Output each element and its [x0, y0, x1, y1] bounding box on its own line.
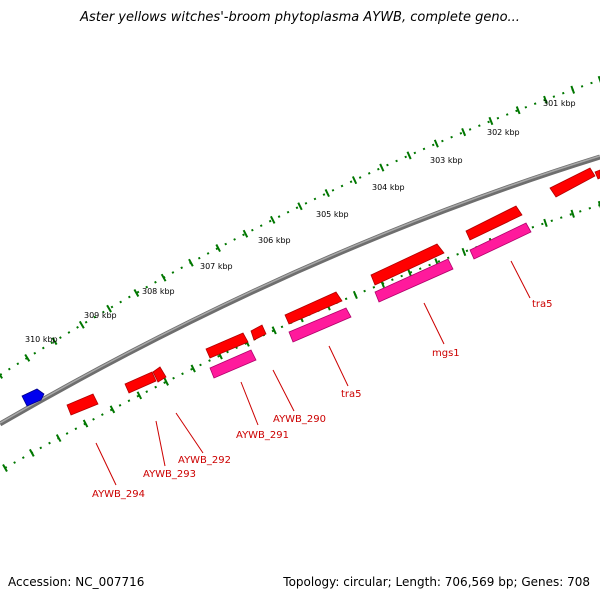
ruler-tick: [543, 218, 548, 227]
ruler-tick: [407, 268, 413, 277]
gene-label: AYWB_291: [236, 430, 289, 441]
genome-backbone: [0, 154, 600, 427]
ruler-tick: [297, 202, 303, 211]
ruler-tick: [215, 244, 221, 253]
tick-label: 302 kbp: [487, 128, 520, 137]
ruler-tick: [570, 85, 576, 94]
gene-label: AYWB_294: [92, 489, 145, 500]
gene-labels: tra5 mgs1 tra5 AYWB_290 AYWB_291 AYWB_29…: [92, 299, 553, 500]
ruler-tick: [597, 75, 600, 84]
cds-features: [209, 222, 532, 379]
cds-arrow[interactable]: [374, 258, 454, 303]
gene-arrow[interactable]: [370, 243, 445, 286]
gene-arrow[interactable]: [205, 332, 249, 359]
ruler-tick: [597, 200, 600, 209]
ruler-tick: [51, 337, 58, 346]
gene-arrow[interactable]: [549, 167, 596, 198]
accession-text: Accession: NC_007716: [8, 575, 145, 589]
topology-text: Topology: circular; Length: 706,569 bp; …: [283, 575, 590, 589]
ruler-tick: [136, 391, 143, 400]
gene-label: AYWB_290: [273, 414, 326, 425]
gene-arrow[interactable]: [594, 169, 600, 180]
ruler-tick: [106, 304, 112, 313]
tick-label: 303 kbp: [430, 156, 463, 165]
gene-arrow[interactable]: [284, 291, 343, 325]
tick-labels: 301 kbp 302 kbp 303 kbp 304 kbp 305 kbp …: [25, 99, 576, 344]
gene-arrow[interactable]: [152, 366, 167, 383]
ruler-tick: [270, 215, 276, 224]
ruler-tick: [133, 289, 140, 297]
gene-arrow[interactable]: [66, 393, 99, 416]
tick-label: 310 kbp: [25, 335, 58, 344]
ruler-tick: [24, 353, 31, 362]
ruler-tick: [55, 434, 62, 443]
tick-label: 304 kbp: [372, 183, 405, 192]
gene-label: AYWB_293: [143, 469, 196, 480]
outer-major-ticks: [0, 75, 600, 379]
gene-label: tra5: [341, 389, 362, 400]
gene-label: AYWB_292: [178, 455, 231, 466]
gene-label: tra5: [532, 299, 553, 310]
inner-major-ticks: [2, 200, 600, 472]
ruler-tick: [433, 139, 439, 148]
tick-label: 305 kbp: [316, 210, 349, 219]
gene-arrow[interactable]: [465, 205, 523, 241]
ruler-tick: [543, 95, 548, 104]
gene-label: mgs1: [432, 348, 460, 359]
map-title: Aster yellows witches'-broom phytoplasma…: [80, 10, 520, 25]
ruler-tick: [242, 229, 249, 238]
ruler-tick: [190, 364, 196, 373]
tick-label: 306 kbp: [258, 236, 291, 245]
tick-label: 301 kbp: [543, 99, 576, 108]
ruler-tick: [351, 176, 358, 185]
ruler-tick: [406, 151, 412, 160]
tick-label: 309 kbp: [84, 311, 117, 320]
gene-arrow[interactable]: [250, 324, 267, 341]
ruler-tick: [82, 419, 89, 428]
ruler-tick: [515, 106, 521, 115]
other-feature-arrow[interactable]: [21, 388, 45, 407]
ruler-tick: [488, 116, 494, 126]
ruler-tick: [0, 373, 3, 379]
ruler-tick: [188, 258, 194, 267]
cds-arrow[interactable]: [469, 222, 532, 260]
ruler-tick: [109, 405, 116, 414]
ruler-tick: [379, 163, 385, 172]
label-leader-lines: [95, 260, 531, 486]
ruler-tick: [570, 209, 575, 218]
ruler-tick: [160, 273, 167, 282]
ruler-tick: [163, 377, 169, 386]
gene-features: [21, 167, 600, 416]
ruler-tick: [461, 128, 467, 137]
tick-label: 308 kbp: [142, 287, 175, 296]
cds-arrow[interactable]: [288, 307, 352, 343]
tick-label: 307 kbp: [200, 262, 233, 271]
ruler-tick: [2, 464, 8, 472]
gene-arrow[interactable]: [124, 371, 157, 394]
ruler-tick: [461, 247, 467, 257]
ruler-tick: [271, 326, 277, 335]
ruler-tick: [324, 188, 330, 198]
ruler-tick: [78, 320, 85, 329]
ruler-tick: [29, 448, 35, 457]
cds-arrow[interactable]: [209, 349, 257, 379]
ruler-tick: [352, 290, 358, 300]
